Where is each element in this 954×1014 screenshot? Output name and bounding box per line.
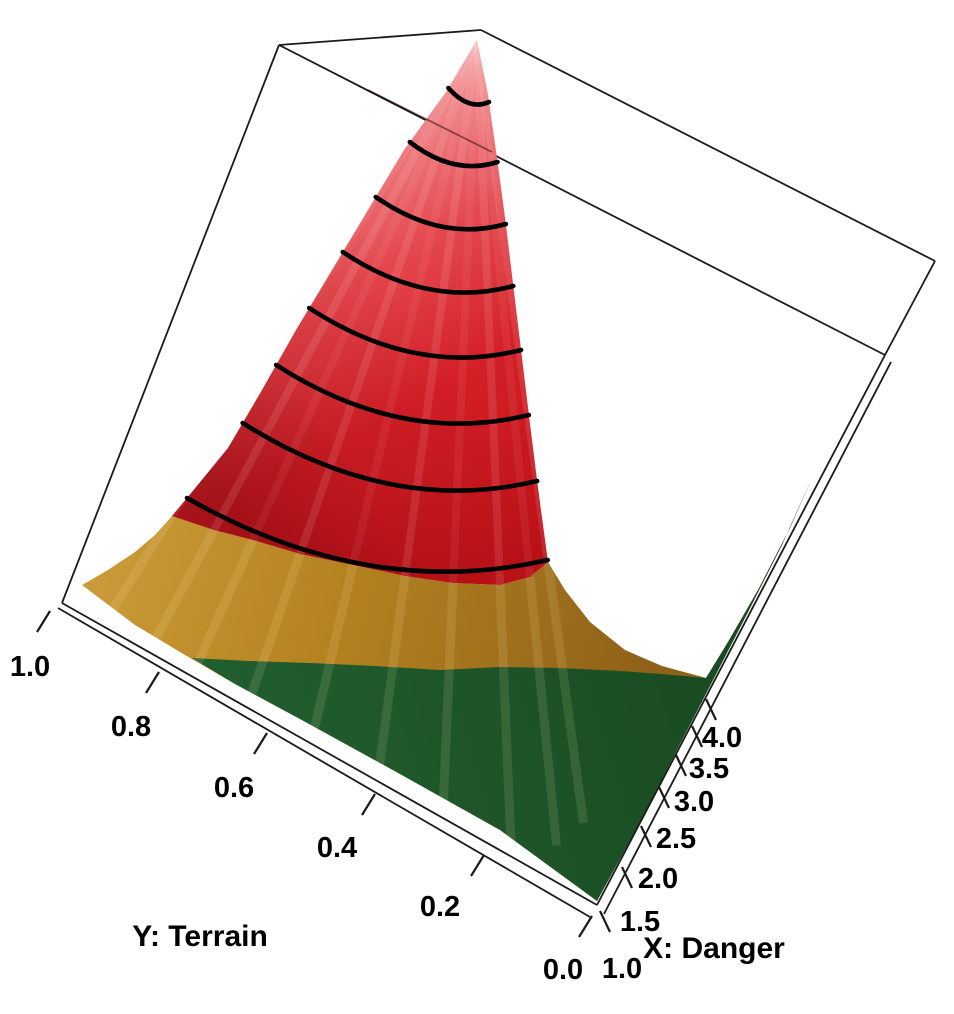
y-axis-tick bbox=[253, 732, 268, 755]
y-axis-line bbox=[57, 607, 591, 918]
plot-box-edge bbox=[596, 354, 886, 906]
x-axis-tick bbox=[691, 725, 703, 748]
y-axis-tick-label: 0.2 bbox=[420, 891, 460, 923]
y-axis-tick bbox=[36, 610, 51, 633]
x-axis-tick bbox=[675, 754, 687, 777]
x-axis-tick-label: 2.5 bbox=[656, 823, 696, 855]
surface-zone-low bbox=[192, 478, 812, 901]
plot-box-edge bbox=[884, 260, 936, 356]
y-axis-tick-label: 0.6 bbox=[214, 772, 254, 804]
y-axis-tick-label: 1.0 bbox=[10, 651, 50, 683]
surface-zone-high-shading bbox=[172, 40, 548, 585]
contour-line bbox=[340, 249, 516, 295]
y-axis-tick bbox=[361, 793, 376, 816]
y-axis-tick bbox=[145, 671, 160, 694]
y-axis-tick-label: 0.0 bbox=[543, 954, 583, 986]
x-axis-tick-label: 3.5 bbox=[689, 753, 729, 785]
x-axis-tick-label: 4.0 bbox=[702, 722, 742, 754]
y-axis-title: Y: Terrain bbox=[132, 920, 268, 953]
contour-line bbox=[407, 139, 500, 169]
contour-line bbox=[306, 305, 524, 360]
x-axis-tick bbox=[621, 866, 633, 889]
x-axis-line bbox=[603, 361, 892, 915]
y-axis-tick-label: 0.4 bbox=[317, 832, 357, 864]
plot-box-edge bbox=[480, 29, 936, 262]
y-axis-tick bbox=[578, 915, 593, 938]
plot-box-edge bbox=[61, 602, 598, 906]
x-axis-tick-label: 2.0 bbox=[638, 863, 678, 895]
contour-line bbox=[184, 495, 551, 574]
plot-box-edge bbox=[61, 44, 280, 604]
contour-lines bbox=[184, 85, 551, 574]
x-axis-tick-label: 1.0 bbox=[602, 953, 642, 985]
x-axis-tick bbox=[640, 825, 652, 848]
x-axis-tick bbox=[599, 910, 611, 933]
y-axis-tick-label: 0.8 bbox=[111, 711, 151, 743]
x-axis-tick bbox=[658, 786, 670, 809]
box-back-edge-through-surface bbox=[367, 89, 493, 153]
plot-box-edge bbox=[278, 29, 482, 46]
contour-line bbox=[446, 85, 492, 107]
x-axis-tick-label: 3.0 bbox=[674, 786, 714, 818]
y-axis-tick bbox=[470, 854, 485, 877]
x-axis-tick bbox=[705, 698, 717, 721]
x-axis-title: X: Danger bbox=[643, 932, 785, 965]
x-axis-tick-label: 1.5 bbox=[620, 906, 660, 938]
contour-line bbox=[240, 420, 540, 493]
contour-line bbox=[373, 194, 509, 232]
contour-line bbox=[273, 362, 532, 426]
